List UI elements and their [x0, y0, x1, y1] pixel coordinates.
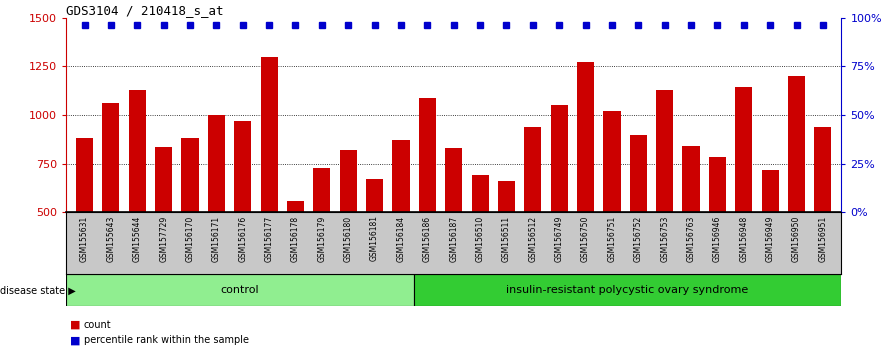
Text: GSM156751: GSM156751: [607, 216, 617, 262]
Bar: [392, 140, 410, 310]
Bar: [340, 150, 357, 310]
Text: count: count: [84, 320, 111, 330]
Bar: [788, 76, 805, 310]
Bar: [551, 105, 567, 310]
Bar: [656, 90, 673, 310]
Bar: [445, 148, 463, 310]
Bar: [261, 57, 278, 310]
Text: control: control: [220, 285, 259, 295]
Text: GSM156178: GSM156178: [291, 216, 300, 262]
Text: GSM156951: GSM156951: [818, 216, 827, 262]
Text: GSM156186: GSM156186: [423, 216, 432, 262]
Bar: [471, 175, 489, 310]
Text: GSM156184: GSM156184: [396, 216, 405, 262]
Text: GDS3104 / 210418_s_at: GDS3104 / 210418_s_at: [66, 4, 224, 17]
Bar: [761, 170, 779, 310]
Text: GSM156512: GSM156512: [529, 216, 537, 262]
Bar: [683, 146, 700, 310]
Text: GSM157729: GSM157729: [159, 216, 168, 262]
Bar: [102, 103, 120, 310]
Bar: [709, 157, 726, 310]
Bar: [418, 97, 436, 310]
Text: GSM156753: GSM156753: [660, 216, 670, 262]
Bar: [234, 121, 251, 310]
Text: ■: ■: [70, 320, 81, 330]
Bar: [630, 136, 647, 310]
Bar: [287, 201, 304, 310]
Text: GSM156949: GSM156949: [766, 216, 774, 262]
Text: ■: ■: [70, 335, 81, 345]
Bar: [736, 87, 752, 310]
Text: GSM156948: GSM156948: [739, 216, 748, 262]
Bar: [814, 127, 832, 310]
Text: GSM156946: GSM156946: [713, 216, 722, 262]
Text: GSM155643: GSM155643: [107, 216, 115, 262]
Text: GSM156180: GSM156180: [344, 216, 352, 262]
Text: GSM156170: GSM156170: [186, 216, 195, 262]
Bar: [413, 274, 841, 306]
Bar: [577, 62, 594, 310]
Text: GSM156511: GSM156511: [502, 216, 511, 262]
Text: GSM156950: GSM156950: [792, 216, 801, 262]
Text: GSM156179: GSM156179: [317, 216, 326, 262]
Text: GSM155631: GSM155631: [80, 216, 89, 262]
Bar: [366, 179, 383, 310]
Bar: [66, 274, 413, 306]
Bar: [208, 115, 225, 310]
Text: GSM156750: GSM156750: [581, 216, 590, 262]
Text: GSM156510: GSM156510: [476, 216, 485, 262]
Text: GSM156763: GSM156763: [686, 216, 695, 262]
Text: GSM156177: GSM156177: [264, 216, 274, 262]
Bar: [603, 111, 620, 310]
Text: GSM156181: GSM156181: [370, 216, 379, 262]
Text: GSM156187: GSM156187: [449, 216, 458, 262]
Text: percentile rank within the sample: percentile rank within the sample: [84, 335, 248, 345]
Bar: [155, 147, 172, 310]
Bar: [314, 168, 330, 310]
Text: GSM156752: GSM156752: [633, 216, 643, 262]
Bar: [181, 138, 198, 310]
Text: GSM156176: GSM156176: [238, 216, 248, 262]
Text: GSM156171: GSM156171: [212, 216, 221, 262]
Bar: [76, 138, 93, 310]
Text: insulin-resistant polycystic ovary syndrome: insulin-resistant polycystic ovary syndr…: [507, 285, 749, 295]
Text: disease state ▶: disease state ▶: [0, 285, 76, 295]
Text: GSM156749: GSM156749: [555, 216, 564, 262]
Text: GSM155644: GSM155644: [133, 216, 142, 262]
Bar: [129, 90, 146, 310]
Bar: [498, 181, 515, 310]
Bar: [524, 127, 542, 310]
